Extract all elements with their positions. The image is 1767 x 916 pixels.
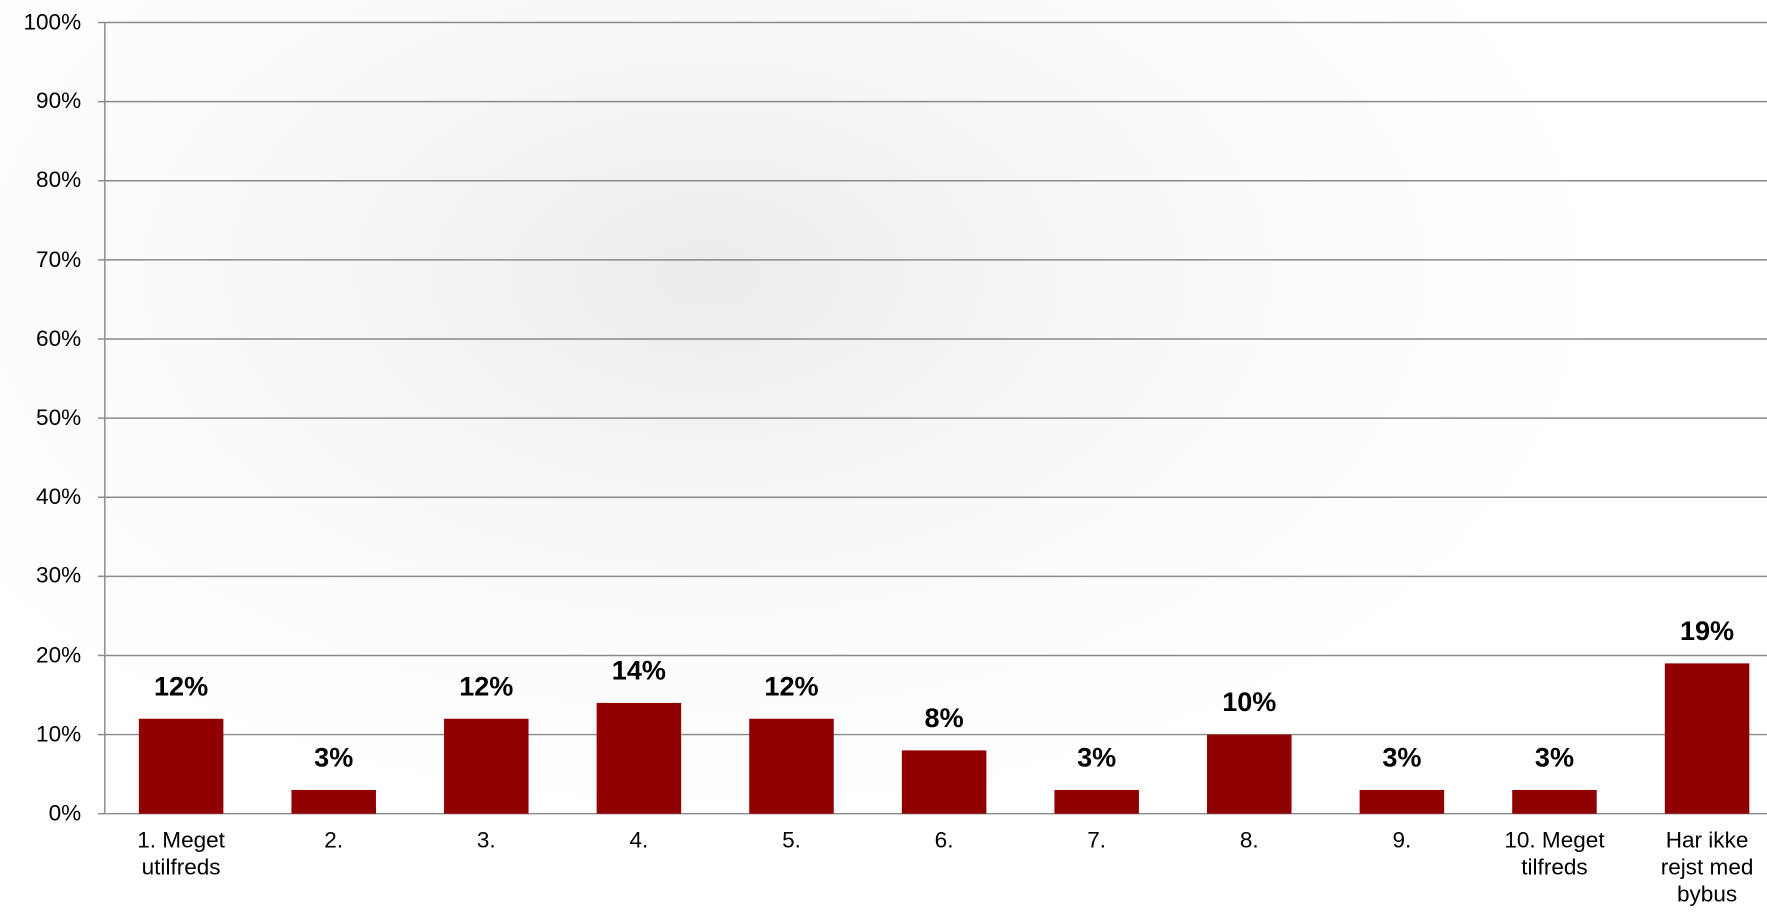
data-label: 8% xyxy=(924,703,964,734)
y-tick-label: 30% xyxy=(36,563,82,589)
x-tick-label: 7. xyxy=(1087,828,1107,854)
y-tick-label: 100% xyxy=(23,10,82,35)
x-tick-label: 6. xyxy=(934,828,954,854)
data-label: 12% xyxy=(154,671,209,702)
bar xyxy=(749,718,834,814)
data-label: 3% xyxy=(1077,742,1117,774)
bar xyxy=(1359,789,1445,814)
y-tick-label: 90% xyxy=(36,89,82,115)
x-tick-label: 9. xyxy=(1392,828,1412,854)
y-tick-label: 60% xyxy=(36,326,82,352)
data-label: 3% xyxy=(1534,742,1575,774)
data-label: 14% xyxy=(611,655,666,687)
y-tick-label: 50% xyxy=(36,405,82,431)
x-tick-label: 3. xyxy=(476,828,496,854)
y-tick-label: 0% xyxy=(48,801,82,827)
x-tick-label: 10. Meget tilfreds xyxy=(1504,828,1605,881)
x-tick-label: 5. xyxy=(782,828,801,854)
bar xyxy=(138,718,224,814)
y-tick-label: 40% xyxy=(36,484,82,510)
bar xyxy=(1054,789,1139,814)
bar xyxy=(1664,663,1750,814)
data-label: 3% xyxy=(314,742,354,774)
bar xyxy=(596,702,682,814)
x-tick-label: Har ikke rejst med bybus xyxy=(1660,828,1754,908)
bar xyxy=(1512,789,1597,814)
bar xyxy=(444,718,529,814)
bar xyxy=(1207,734,1292,814)
y-tick-label: 20% xyxy=(36,643,82,668)
data-label: 12% xyxy=(764,671,819,702)
data-label: 19% xyxy=(1679,616,1735,647)
data-label: 12% xyxy=(459,671,514,702)
data-label: 10% xyxy=(1222,687,1277,718)
y-tick-label: 10% xyxy=(36,722,82,747)
y-tick-label: 70% xyxy=(36,247,82,273)
x-tick-label: 1. Meget utilfreds xyxy=(137,828,225,881)
y-tick-label: 80% xyxy=(36,168,82,194)
data-label: 3% xyxy=(1382,742,1422,774)
bar xyxy=(291,789,376,814)
x-tick-label: 4. xyxy=(629,828,649,854)
x-tick-label: 2. xyxy=(324,828,344,854)
x-tick-label: 8. xyxy=(1239,828,1259,854)
bar xyxy=(901,750,987,814)
